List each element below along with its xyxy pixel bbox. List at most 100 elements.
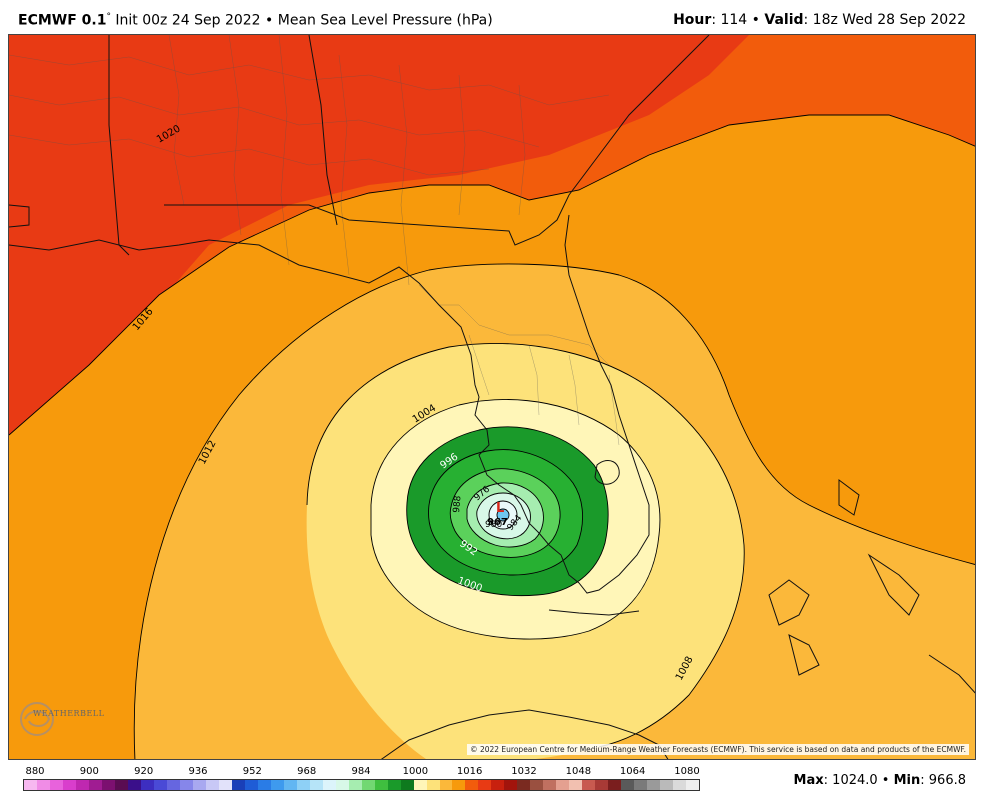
legend-swatch <box>595 780 609 790</box>
max-label: Max <box>793 773 824 788</box>
color-legend: 880 900 920 936 952 968 984 1000 1016 1032 1048 106… <box>0 760 984 808</box>
legend-swatch <box>296 780 310 790</box>
legend-swatch <box>673 780 687 790</box>
header-separator: • <box>751 12 760 28</box>
legend-swatch <box>543 780 557 790</box>
valid-label: Valid <box>764 12 804 28</box>
legend-tick-label: 1000 <box>402 766 429 777</box>
hour-value: : 114 <box>711 12 748 28</box>
legend-swatch <box>140 780 154 790</box>
swirl-icon <box>20 702 54 736</box>
legend-swatch <box>244 780 258 790</box>
legend-swatch <box>49 780 63 790</box>
legend-swatch <box>465 780 479 790</box>
model-name: ECMWF 0.1 <box>18 12 107 29</box>
legend-swatch <box>36 780 50 790</box>
min-value: : 966.8 <box>920 773 966 788</box>
legend-tick-label: 1032 <box>511 766 537 777</box>
legend-swatch <box>166 780 180 790</box>
legend-swatch <box>608 780 622 790</box>
label-988: 988 <box>452 495 463 513</box>
hour-label: Hour <box>673 12 712 28</box>
legend-swatch <box>231 780 245 790</box>
legend-swatch <box>504 780 518 790</box>
legend-tick-label: 900 <box>79 766 99 777</box>
legend-swatch <box>179 780 193 790</box>
legend-swatch <box>452 780 466 790</box>
legend-swatch <box>309 780 323 790</box>
low-marker: L <box>496 501 504 516</box>
legend-swatch <box>75 780 89 790</box>
weatherbell-logo: WEATHERBELL <box>17 695 104 741</box>
legend-swatch <box>114 780 128 790</box>
legend-tick-labels: 880 900 920 936 952 968 984 1000 1016 1032 1048 106… <box>23 766 703 778</box>
legend-swatch <box>569 780 583 790</box>
legend-swatch <box>270 780 284 790</box>
init-time: Init 00z 24 Sep 2022 <box>115 12 261 29</box>
legend-tick-label: 920 <box>134 766 154 777</box>
degree-symbol: ° <box>106 12 111 22</box>
legend-swatch <box>153 780 167 790</box>
legend-tick-label: 968 <box>297 766 317 777</box>
legend-tick-label: 1080 <box>674 766 700 777</box>
logo-text: WEATHERBELL <box>33 709 105 718</box>
legend-swatch <box>101 780 115 790</box>
label-980: 980 <box>485 520 502 530</box>
legend-swatch <box>634 780 648 790</box>
legend-swatch <box>62 780 76 790</box>
legend-swatch <box>205 780 219 790</box>
isobar-lines <box>9 114 975 759</box>
legend-swatch <box>413 780 427 790</box>
header-bar: ECMWF 0.1° Init 00z 24 Sep 2022 • Mean S… <box>0 0 984 34</box>
low-center <box>497 509 509 521</box>
legend-swatch <box>192 780 206 790</box>
map-canvas: 1020 1016 1012 1008 1004 1000 996 992 98… <box>9 35 975 759</box>
legend-swatch <box>127 780 141 790</box>
legend-swatch <box>686 780 700 790</box>
legend-swatch <box>647 780 661 790</box>
title-separator: • <box>265 12 274 29</box>
legend-swatch <box>478 780 492 790</box>
legend-tick-label: 1064 <box>619 766 646 777</box>
max-min-readout: Max: 1024.0 • Min: 966.8 <box>794 773 966 788</box>
county-lines <box>9 35 620 446</box>
legend-swatch <box>218 780 232 790</box>
legend-swatch <box>439 780 453 790</box>
copyright-notice: © 2022 European Centre for Medium-Range … <box>467 744 969 755</box>
legend-tick-label: 952 <box>242 766 262 777</box>
chart-title: ECMWF 0.1° Init 00z 24 Sep 2022 • Mean S… <box>18 12 493 29</box>
legend-swatch <box>517 780 531 790</box>
forecast-time: Hour: 114 • Valid: 18z Wed 28 Sep 2022 <box>673 12 966 28</box>
legend-swatch <box>24 780 37 790</box>
legend-swatch <box>283 780 297 790</box>
legend-swatch <box>387 780 401 790</box>
min-label: Min <box>893 773 921 788</box>
legend-tick-label: 936 <box>188 766 208 777</box>
legend-swatch <box>491 780 505 790</box>
legend-swatch <box>660 780 674 790</box>
legend-tick-label: 984 <box>351 766 371 777</box>
legend-swatch <box>374 780 388 790</box>
legend-swatch <box>621 780 635 790</box>
valid-value: : 18z Wed 28 Sep 2022 <box>803 12 966 28</box>
legend-tick-label: 1048 <box>565 766 592 777</box>
legend-swatch <box>257 780 271 790</box>
product-name: Mean Sea Level Pressure (hPa) <box>277 12 493 29</box>
legend-swatch <box>556 780 570 790</box>
legend-swatch <box>335 780 349 790</box>
legend-swatch <box>361 780 375 790</box>
legend-swatch <box>426 780 440 790</box>
pressure-map: 1020 1016 1012 1008 1004 1000 996 992 98… <box>8 34 976 760</box>
legend-tick-label: 1016 <box>456 766 483 777</box>
legend-swatch <box>88 780 102 790</box>
legend-swatch <box>322 780 336 790</box>
legend-color-bar <box>23 779 700 791</box>
max-value: : 1024.0 <box>823 773 878 788</box>
state-borders <box>9 35 975 759</box>
legend-tick-label: 880 <box>25 766 45 777</box>
max-min-separator: • <box>881 773 890 788</box>
legend-swatch <box>400 780 414 790</box>
legend-swatch <box>530 780 544 790</box>
legend-swatch <box>582 780 596 790</box>
legend-swatch <box>348 780 362 790</box>
